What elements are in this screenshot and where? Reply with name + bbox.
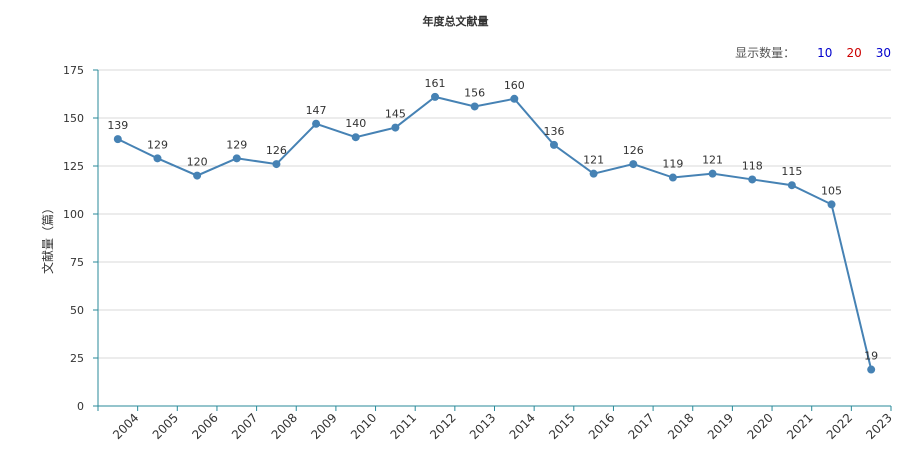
data-point <box>549 140 558 149</box>
y-tick-label: 0 <box>77 400 84 413</box>
data-point <box>272 160 281 169</box>
data-point <box>113 135 122 144</box>
x-tick-label: 2023 <box>863 411 894 442</box>
x-tick-label: 2011 <box>388 411 419 442</box>
series-line <box>117 95 873 370</box>
data-label: 140 <box>345 117 366 130</box>
x-tick-label: 2019 <box>705 411 736 442</box>
data-point <box>351 133 360 142</box>
data-label: 147 <box>306 104 327 117</box>
y-tick-label: 100 <box>63 208 84 221</box>
data-point <box>312 119 321 128</box>
y-tick-label: 75 <box>70 256 84 269</box>
data-point <box>708 169 717 178</box>
x-tick-label: 2008 <box>269 411 300 442</box>
x-tick-label: 2009 <box>308 411 339 442</box>
data-point <box>510 94 519 103</box>
data-label: 136 <box>543 125 564 138</box>
display-count-selector: 显示数量： 10 20 30 <box>735 44 891 61</box>
data-label: 126 <box>623 144 644 157</box>
x-tick-label: 2006 <box>189 411 220 442</box>
y-tick-label: 175 <box>63 64 84 77</box>
display-count-label: 显示数量： <box>735 46 796 60</box>
x-tick-label: 2018 <box>665 411 696 442</box>
display-count-10[interactable]: 10 <box>817 45 833 60</box>
y-tick-label: 50 <box>70 304 84 317</box>
data-point <box>589 169 598 178</box>
data-label: 126 <box>266 144 287 157</box>
data-point <box>193 171 202 180</box>
x-tick-label: 2014 <box>507 411 538 442</box>
data-label: 129 <box>226 138 247 151</box>
data-point <box>629 160 638 169</box>
x-tick-label: 2005 <box>150 411 181 442</box>
x-tick-label: 2012 <box>427 411 458 442</box>
data-label: 156 <box>464 86 485 99</box>
chart-title: 年度总文献量 <box>422 15 489 28</box>
x-tick-label: 2013 <box>467 411 498 442</box>
data-label: 139 <box>107 119 128 132</box>
data-point <box>668 173 677 182</box>
y-tick-label: 150 <box>63 112 84 125</box>
data-label: 115 <box>781 165 802 178</box>
y-axis-label: 文献量（篇） <box>40 202 55 274</box>
data-label: 105 <box>821 184 842 197</box>
data-label: 19 <box>864 350 878 363</box>
x-tick-label: 2022 <box>824 411 855 442</box>
x-tick-label: 2010 <box>348 411 379 442</box>
data-label: 145 <box>385 108 406 121</box>
data-label: 118 <box>742 159 763 172</box>
x-tick-label: 2016 <box>586 411 617 442</box>
data-label: 120 <box>187 156 208 169</box>
y-tick-label: 125 <box>63 160 84 173</box>
x-tick-label: 2021 <box>784 411 815 442</box>
data-point <box>391 123 400 132</box>
x-tick-label: 2015 <box>546 411 577 442</box>
data-label: 129 <box>147 138 168 151</box>
x-tick-label: 2004 <box>110 411 141 442</box>
data-label: 161 <box>425 77 446 90</box>
data-label: 121 <box>702 154 723 167</box>
data-label: 119 <box>662 158 683 171</box>
display-count-30[interactable]: 30 <box>875 45 891 60</box>
data-point <box>153 154 162 163</box>
x-tick-label: 2007 <box>229 411 260 442</box>
data-point <box>431 92 440 101</box>
data-point <box>867 365 876 374</box>
y-tick-label: 25 <box>70 352 84 365</box>
display-count-20[interactable]: 20 <box>846 45 862 60</box>
data-label: 121 <box>583 154 604 167</box>
x-tick-label: 2020 <box>744 411 775 442</box>
data-point <box>470 102 479 111</box>
data-point <box>827 200 836 209</box>
data-point <box>748 175 757 184</box>
data-label: 160 <box>504 79 525 92</box>
data-point <box>787 181 796 190</box>
x-tick-label: 2017 <box>625 411 656 442</box>
data-point <box>232 154 241 163</box>
